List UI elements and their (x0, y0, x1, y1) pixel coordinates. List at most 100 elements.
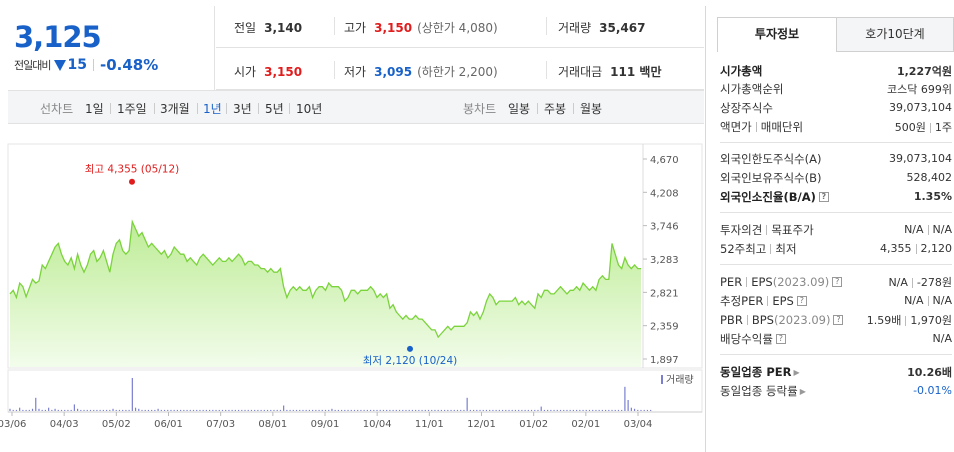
period-1d[interactable]: 1일 (85, 102, 104, 116)
divider (334, 17, 335, 35)
volume-bar (86, 409, 88, 411)
volume-bar (77, 408, 79, 411)
dividend-value: N/A (932, 332, 952, 345)
volume-bar (373, 409, 375, 411)
candle-weekly[interactable]: 주봉 (544, 102, 567, 116)
change-label: 전일대비 (14, 59, 51, 72)
volume-bar (331, 408, 333, 411)
volume-bar (434, 409, 436, 411)
period-1y[interactable]: 1년 (203, 102, 222, 116)
volume-bar (537, 409, 539, 411)
market-cap-label: 시가총액 (720, 63, 763, 78)
volume-bar (508, 409, 510, 411)
help-icon[interactable]: ? (775, 334, 786, 344)
pbr-value: 1.59배 (866, 313, 902, 327)
period-1w[interactable]: 1주일 (117, 102, 147, 116)
lot-label: 매매단위 (760, 119, 804, 134)
candle-monthly[interactable]: 월봉 (580, 102, 603, 116)
help-icon[interactable]: ? (832, 277, 843, 287)
volume-bar (266, 409, 269, 411)
period-10y[interactable]: 10년 (296, 102, 323, 116)
volume-bar (218, 409, 220, 411)
volume-bar (633, 408, 636, 411)
volume-bar (386, 409, 388, 411)
divider (720, 354, 952, 355)
x-tick-label: 11/01 (415, 419, 444, 430)
low-value: 3,095 (374, 64, 413, 79)
volume-bar (134, 407, 137, 411)
volume-bar (157, 408, 159, 411)
x-tick-label: 10/04 (363, 419, 392, 430)
volume-bar (598, 409, 600, 411)
est-per-label: 추정PER (720, 293, 764, 308)
low-price: 저가 3,095 (하한가 2,200) (344, 63, 498, 80)
period-3m[interactable]: 3개월 (160, 102, 190, 116)
volume-bar (89, 409, 92, 411)
volume-bar (128, 409, 130, 411)
tab-invest-info[interactable]: 투자정보 (717, 17, 837, 52)
price-area (9, 219, 641, 367)
volume-legend-icon (661, 375, 663, 384)
help-icon[interactable]: ? (833, 315, 844, 325)
volume-bar (225, 409, 227, 411)
volume-bar (415, 409, 417, 411)
volume-bar (588, 409, 591, 411)
volume-bar (547, 409, 549, 411)
y-tick-label: 2,359 (650, 322, 679, 333)
volume-bar (604, 409, 607, 411)
price-chart[interactable]: 4,670 4,208 3,746 3,283 2,821 2,359 1,897 최고 4… (0, 124, 704, 452)
open-label: 시가 (234, 65, 257, 79)
volume-bar (460, 409, 462, 411)
volume-bar (376, 409, 378, 411)
high-marker (129, 178, 135, 185)
volume-bar (405, 409, 407, 411)
volume-bar (476, 409, 478, 411)
volume-bar (524, 409, 526, 411)
x-tick-label: 02/01 (571, 419, 600, 430)
volume-bar (131, 378, 133, 411)
tab-order-book[interactable]: 호가10단계 (836, 17, 954, 52)
divider (258, 103, 259, 114)
divider (197, 103, 198, 114)
period-3y[interactable]: 3년 (233, 102, 252, 116)
volume-bar (180, 409, 182, 411)
volume-bar (444, 409, 446, 411)
y-tick-label: 4,670 (650, 155, 679, 166)
target-label: 목표주가 (771, 222, 814, 237)
volume-bar (424, 409, 426, 411)
volume-bar (608, 409, 610, 411)
est-per-value: N/A (904, 294, 924, 307)
period-5y[interactable]: 5년 (265, 102, 284, 116)
help-icon[interactable]: ? (818, 192, 829, 202)
volume-bar (324, 409, 327, 411)
volume-bar (540, 406, 542, 411)
volume-bar (25, 409, 27, 411)
volume-bar (167, 409, 169, 411)
low-annotation: 최저 2,120 (10/24) (363, 355, 458, 367)
volume-bar (189, 409, 191, 411)
bps-value: 1,970원 (910, 313, 952, 327)
divider (720, 142, 952, 143)
candle-daily[interactable]: 일봉 (508, 102, 531, 116)
chevron-right-icon[interactable]: ▶ (799, 386, 806, 396)
volume-bar (328, 409, 330, 411)
volume-frame (7, 369, 703, 413)
chevron-right-icon[interactable]: ▶ (793, 367, 800, 377)
volume-bar (54, 408, 56, 411)
volume-bar (254, 409, 256, 411)
volume-bar (363, 409, 365, 411)
y-ticks: 4,670 4,208 3,746 3,283 2,821 2,359 1,897 (643, 155, 679, 366)
volume-bar (122, 409, 124, 411)
volume-bar (398, 409, 401, 411)
prev-close: 전일 3,140 (234, 19, 302, 36)
help-icon[interactable]: ? (796, 296, 807, 306)
foreign-hold-value: 528,402 (906, 171, 953, 184)
dividend-row: 배당수익률? N/A (720, 329, 952, 348)
volume-bar (170, 409, 172, 411)
eps-value: -278원 (916, 275, 952, 289)
volume-bar (237, 409, 240, 411)
volume-bar (495, 409, 497, 411)
volume-bar (19, 407, 21, 411)
foreign-ratio-label: 외국인소진율(B/A) (720, 189, 816, 204)
volume-bar (196, 409, 198, 411)
